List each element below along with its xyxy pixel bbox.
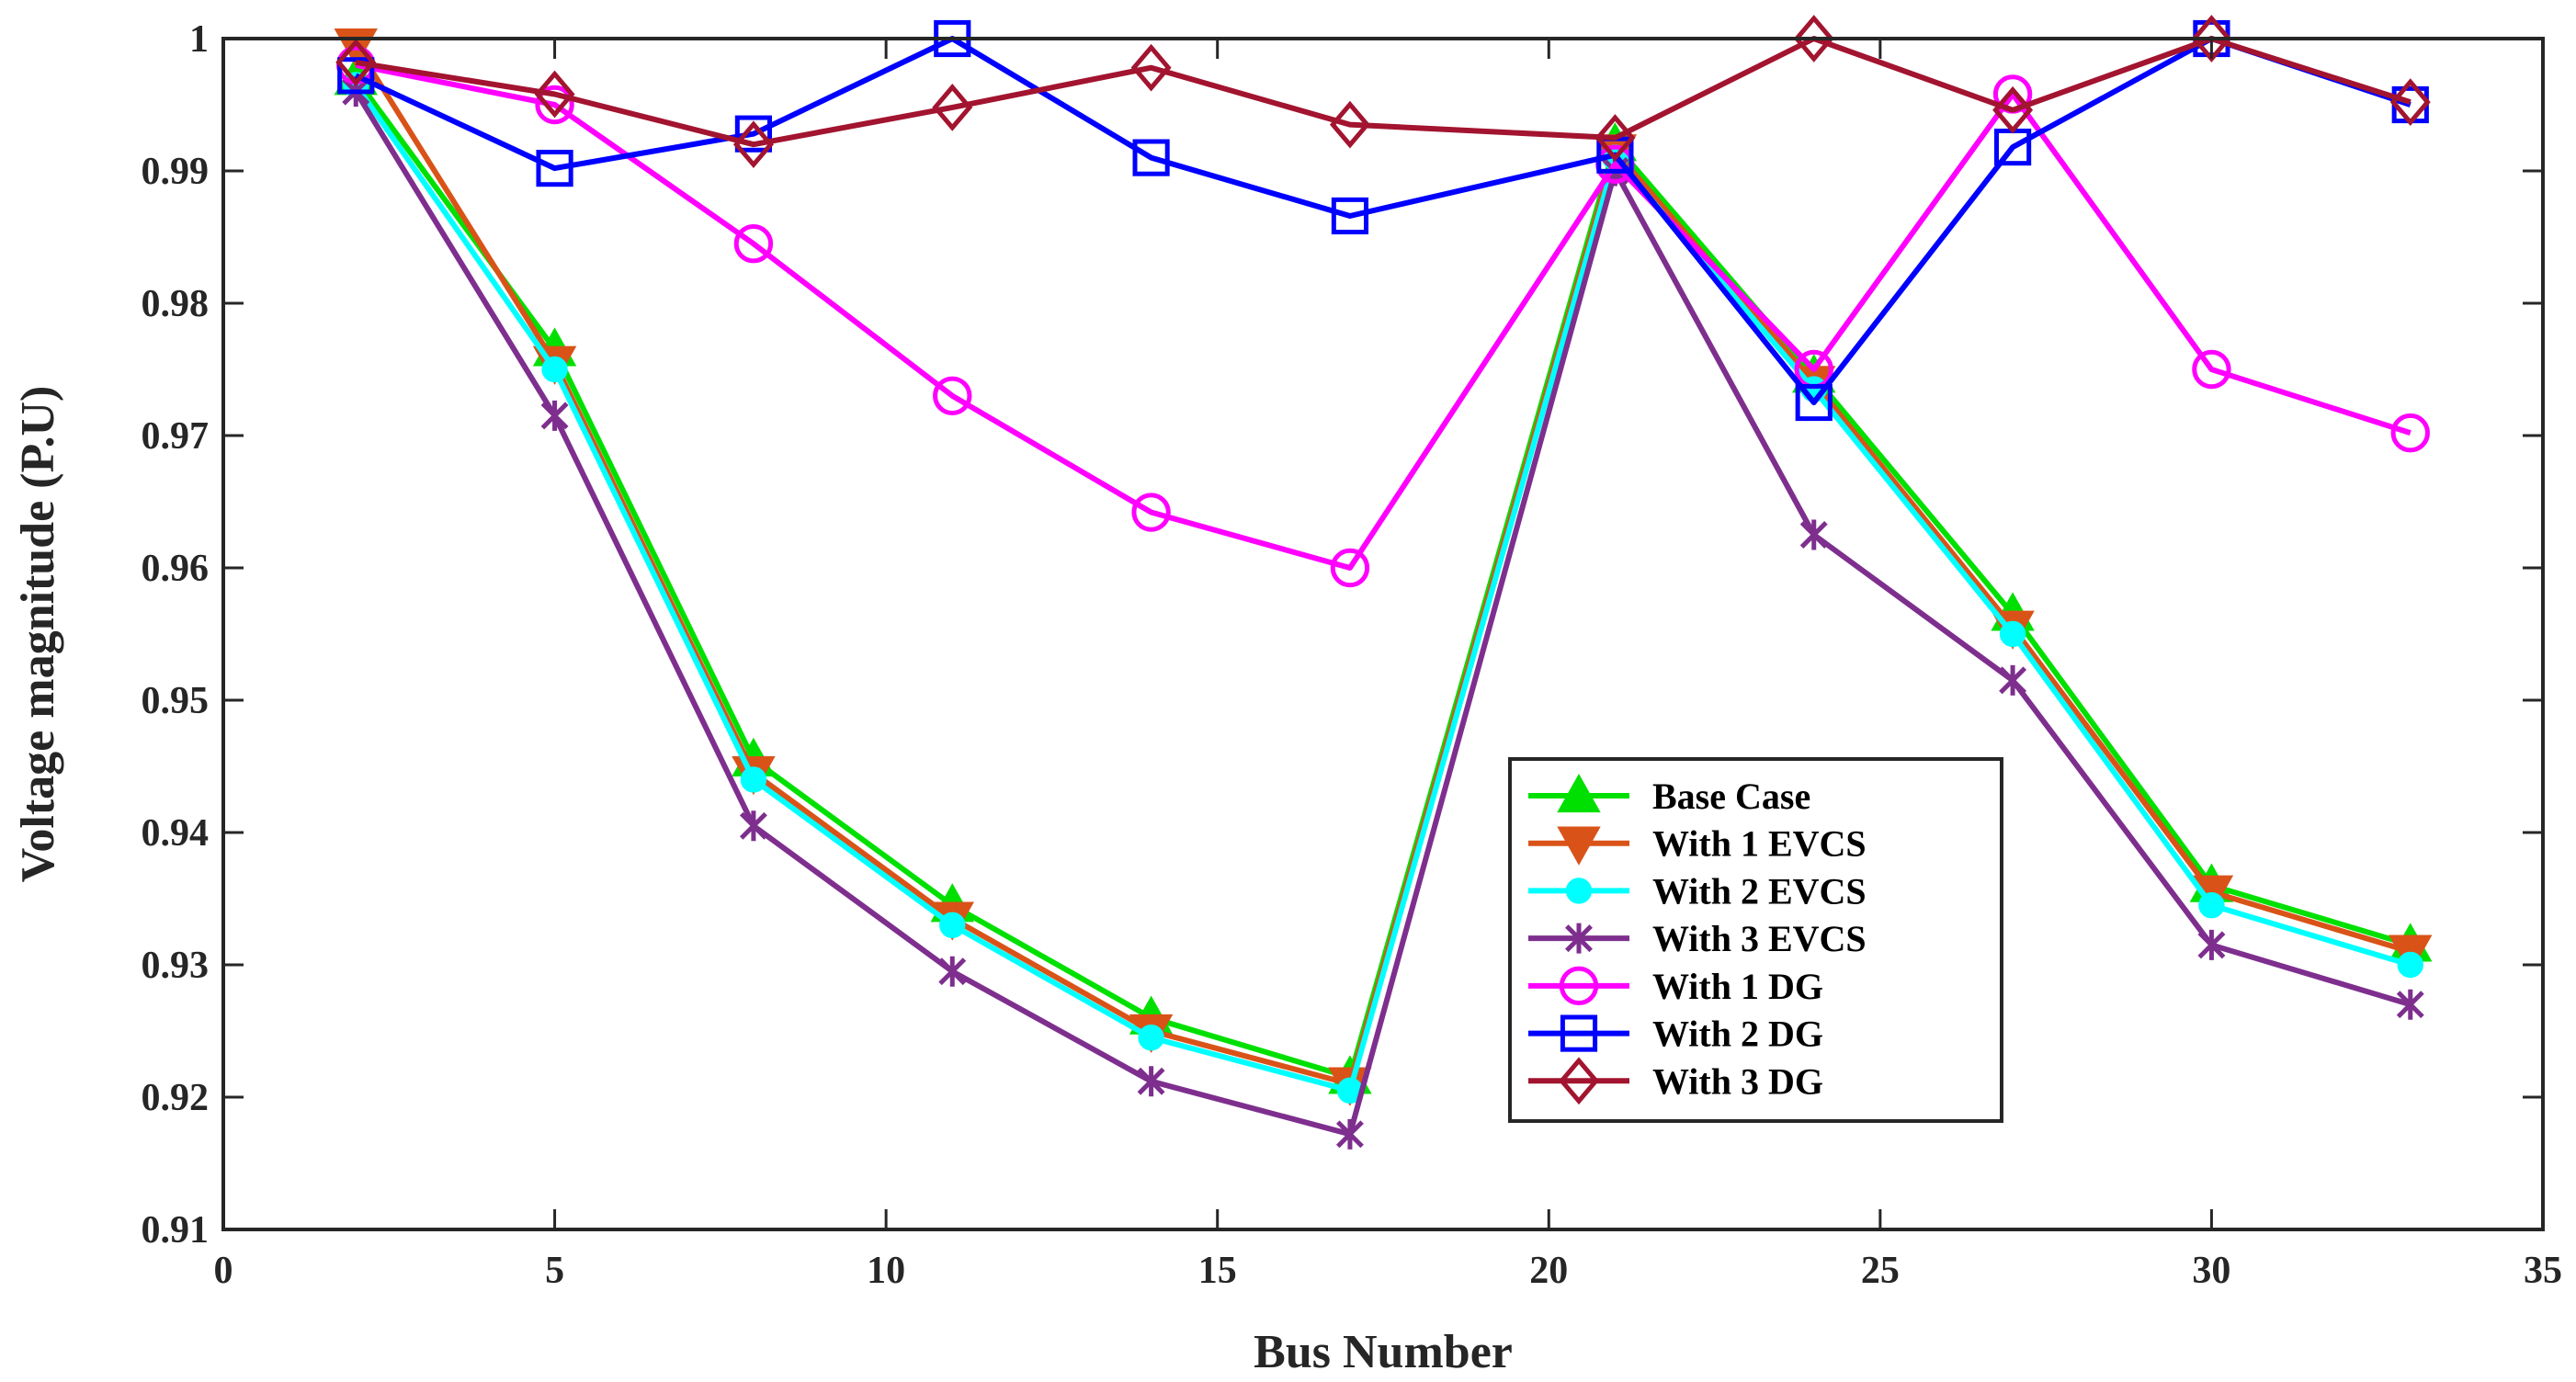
x-tick-label: 25 bbox=[1861, 1250, 1900, 1292]
data-point bbox=[734, 115, 773, 153]
data-point bbox=[1557, 826, 1601, 866]
data-point bbox=[1992, 85, 2034, 134]
y-tick-label: 0.99 bbox=[142, 151, 210, 193]
x-tick-label: 15 bbox=[1198, 1250, 1237, 1292]
data-point bbox=[541, 356, 568, 383]
legend-item-with-1-dg: With 1 DG bbox=[1528, 966, 1823, 1007]
series-line bbox=[355, 62, 2411, 571]
legend-label: Base Case bbox=[1652, 776, 1810, 817]
data-point bbox=[740, 766, 767, 793]
x-tick-label: 0 bbox=[214, 1250, 233, 1292]
y-tick-label: 0.98 bbox=[142, 283, 210, 325]
data-point bbox=[1559, 1057, 1599, 1105]
legend-item-with-1-evcs: With 1 EVCS bbox=[1528, 823, 1867, 866]
y-tick-label: 1 bbox=[189, 18, 209, 61]
data-point bbox=[938, 956, 967, 987]
y-axis-label: Voltage magnitude (P.U) bbox=[12, 386, 64, 883]
legend-item-with-2-evcs: With 2 EVCS bbox=[1528, 870, 1867, 912]
y-tick-label: 0.94 bbox=[142, 812, 210, 855]
data-point bbox=[1330, 548, 1370, 588]
data-point bbox=[337, 57, 375, 95]
data-point bbox=[1795, 383, 1833, 422]
data-point bbox=[933, 376, 972, 415]
series-with-3-evcs bbox=[342, 76, 2424, 1150]
data-point bbox=[536, 150, 573, 187]
legend-label: With 3 DG bbox=[1652, 1060, 1823, 1102]
series-base-case bbox=[334, 56, 2433, 1094]
legend-item-with-3-evcs: With 3 EVCS bbox=[1528, 918, 1867, 959]
series-line bbox=[354, 36, 2411, 405]
data-point bbox=[732, 120, 774, 169]
data-point bbox=[739, 810, 767, 842]
legend-item-with-3-dg: With 3 DG bbox=[1528, 1057, 1823, 1105]
legend-label: With 3 EVCS bbox=[1652, 918, 1867, 959]
data-point bbox=[1557, 773, 1601, 813]
data-point bbox=[1559, 966, 1599, 1006]
data-point bbox=[2390, 413, 2430, 453]
data-point bbox=[2192, 349, 2231, 390]
data-point bbox=[733, 224, 774, 264]
axes-group: 0 5 10 15 20 25 30 35 0.91 0.92 0.93 0.94 0.95 0.96 0.… bbox=[142, 18, 2563, 1292]
data-point bbox=[335, 39, 377, 86]
data-point bbox=[1799, 519, 1828, 550]
legend: Base Case With 1 EVCS With 2 EVCS With 3 EV… bbox=[1508, 757, 2003, 1123]
x-axis-label: Bus Number bbox=[1254, 1326, 1513, 1378]
plot-frame bbox=[221, 37, 2545, 1231]
data-point bbox=[2197, 929, 2226, 960]
y-tick-label: 0.96 bbox=[142, 548, 210, 590]
data-point bbox=[540, 400, 569, 431]
data-point bbox=[2397, 951, 2423, 979]
y-tick-label: 0.95 bbox=[142, 680, 210, 722]
data-point bbox=[1137, 1066, 1165, 1097]
x-tick-label: 30 bbox=[2192, 1250, 2230, 1292]
x-tick-label: 35 bbox=[2524, 1250, 2562, 1292]
data-point bbox=[1130, 43, 1172, 92]
data-point bbox=[1138, 1025, 1164, 1051]
data-point bbox=[2389, 78, 2431, 126]
legend-label: With 1 DG bbox=[1652, 966, 1823, 1007]
data-point bbox=[1331, 197, 1369, 235]
legend-item-base-case: Base Case bbox=[1528, 773, 1810, 817]
x-tick-label: 5 bbox=[545, 1250, 564, 1292]
data-point bbox=[1999, 620, 2026, 648]
y-tick-label: 0.93 bbox=[142, 945, 210, 987]
data-point bbox=[1131, 493, 1171, 532]
legend-label: With 2 DG bbox=[1652, 1014, 1823, 1055]
legend-item-with-2-dg: With 2 DG bbox=[1528, 1014, 1823, 1055]
data-point bbox=[1565, 923, 1593, 954]
legend-label: With 2 EVCS bbox=[1652, 870, 1867, 912]
data-point bbox=[2396, 989, 2424, 1020]
data-point bbox=[939, 912, 966, 938]
legend-label: With 1 EVCS bbox=[1652, 823, 1867, 865]
series-group bbox=[334, 15, 2433, 1150]
series-with-2-dg bbox=[337, 19, 2429, 422]
data-point bbox=[932, 84, 973, 131]
data-point bbox=[1793, 15, 1834, 62]
x-tick-label: 10 bbox=[867, 1250, 905, 1292]
y-tick-label: 0.97 bbox=[142, 415, 210, 458]
data-point bbox=[1594, 114, 1636, 162]
data-point bbox=[1560, 1014, 1598, 1052]
y-tick-label: 0.91 bbox=[142, 1209, 210, 1252]
series-line bbox=[355, 36, 2411, 148]
data-point bbox=[1999, 664, 2027, 696]
series-with-3-dg bbox=[335, 15, 2431, 169]
series-line bbox=[353, 76, 2411, 1081]
data-point bbox=[534, 70, 575, 119]
data-point bbox=[1132, 139, 1170, 176]
x-tick-label: 20 bbox=[1529, 1250, 1568, 1292]
y-tick-label: 0.92 bbox=[142, 1077, 210, 1119]
data-point bbox=[2198, 892, 2225, 919]
data-point bbox=[535, 85, 574, 125]
data-point bbox=[1329, 100, 1370, 149]
series-line bbox=[353, 43, 2411, 1087]
data-point bbox=[1565, 878, 1593, 904]
data-point bbox=[1335, 1118, 1364, 1150]
